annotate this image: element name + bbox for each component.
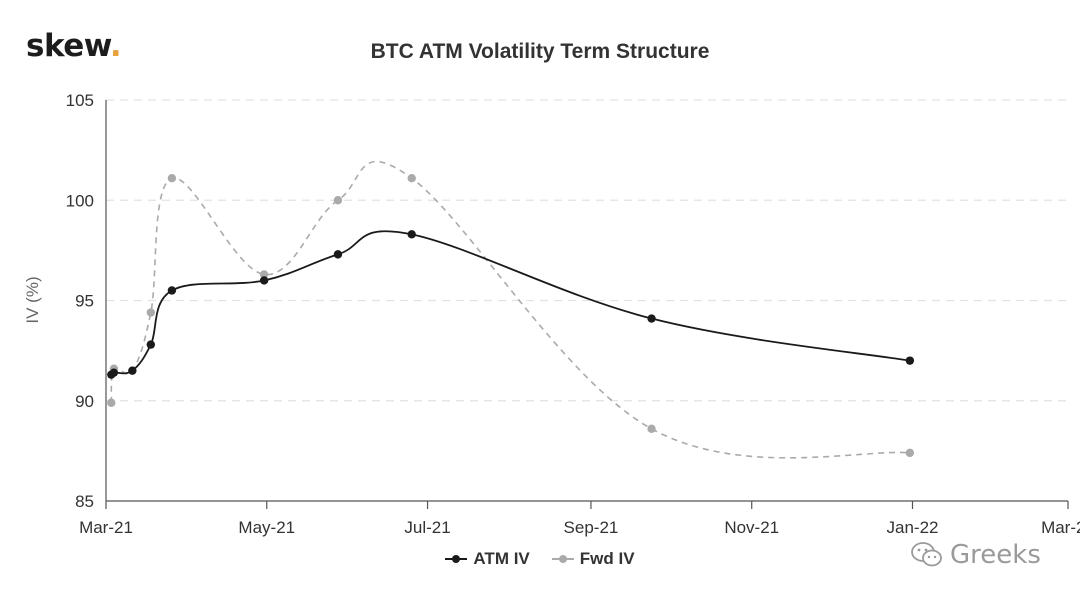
data-point-fwd-iv xyxy=(259,270,269,279)
x-tick-label: Jul-21 xyxy=(404,518,450,537)
chart-title: BTC ATM Volatility Term Structure xyxy=(370,40,710,63)
data-point-atm-iv xyxy=(333,250,343,259)
tick-layer: 85 90 95 100 105 Mar-21 May-21 Jul-21 Sep-21 Nov-… xyxy=(66,91,1080,537)
series-layer xyxy=(107,160,915,459)
data-point-atm-iv xyxy=(647,314,656,323)
x-tick-label: Mar-22 xyxy=(1041,518,1080,537)
y-tick-label: 100 xyxy=(66,191,94,210)
legend-swatch-atm-iv xyxy=(445,553,468,565)
data-point-fwd-iv xyxy=(107,398,116,407)
data-point-fwd-iv xyxy=(333,196,343,205)
data-point-fwd-iv xyxy=(146,308,156,317)
series-line-fwd-iv xyxy=(110,160,910,459)
y-tick-label: 90 xyxy=(75,392,94,411)
skew-logo: skew. xyxy=(26,28,122,64)
y-tick-label: 105 xyxy=(66,91,94,110)
watermark: Greeks xyxy=(910,540,1041,570)
legend-swatch-fwd-iv xyxy=(551,553,574,565)
data-point-fwd-iv xyxy=(647,424,656,434)
data-point-fwd-iv xyxy=(407,173,416,183)
watermark-text: Greeks xyxy=(950,540,1041,570)
x-tick-label: Nov-21 xyxy=(724,518,779,537)
axis-layer xyxy=(105,100,1069,509)
x-tick-label: Sep-21 xyxy=(564,518,619,537)
data-point-fwd-iv xyxy=(905,448,915,458)
wechat-icon xyxy=(911,542,942,567)
legend: ATM IV Fwd IV xyxy=(0,549,1080,569)
y-tick-label: 95 xyxy=(75,292,94,311)
data-point-atm-iv xyxy=(109,368,119,377)
legend-label-atm-iv: ATM IV xyxy=(473,549,530,568)
data-point-atm-iv xyxy=(167,286,177,295)
grid-layer xyxy=(106,99,1068,402)
data-point-atm-iv xyxy=(407,230,416,239)
legend-item-fwd-iv[interactable]: Fwd IV xyxy=(551,549,635,569)
data-point-atm-iv xyxy=(146,340,156,349)
data-point-atm-iv xyxy=(259,276,269,285)
legend-label-fwd-iv: Fwd IV xyxy=(579,549,635,568)
data-point-fwd-iv xyxy=(167,173,177,183)
x-tick-label: Mar-21 xyxy=(79,518,133,537)
y-tick-label: 85 xyxy=(75,492,94,511)
data-point-atm-iv xyxy=(905,356,915,365)
series-line-atm-iv xyxy=(110,230,911,376)
data-point-atm-iv xyxy=(128,366,137,375)
x-tick-label: May-21 xyxy=(238,518,295,537)
x-tick-label: Jan-22 xyxy=(887,518,939,537)
legend-item-atm-iv[interactable]: ATM IV xyxy=(445,549,530,569)
